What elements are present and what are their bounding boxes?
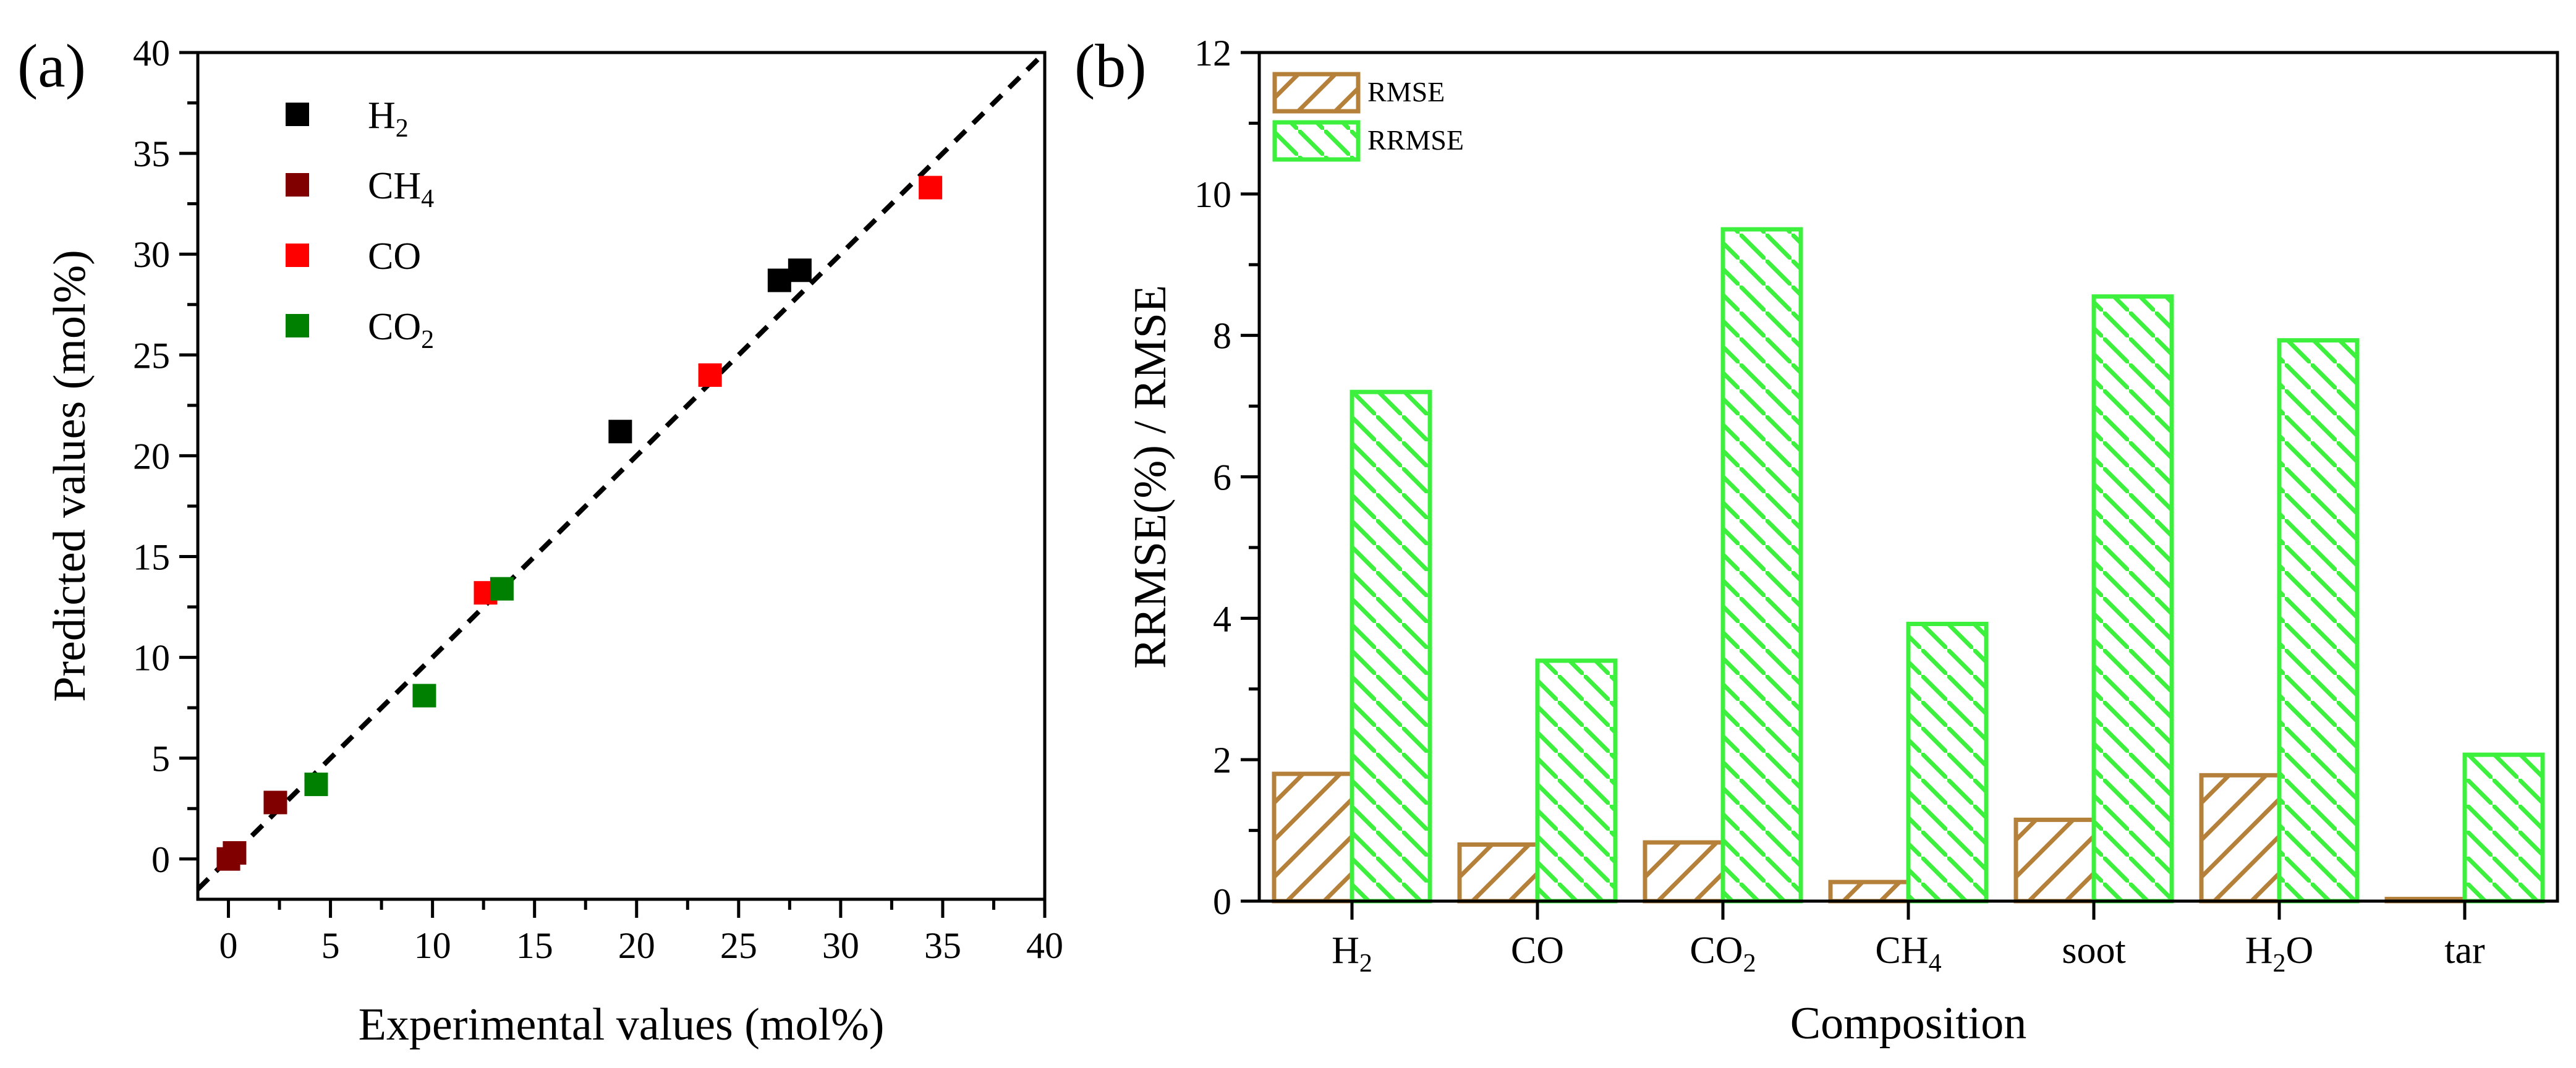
y-tick-label: 2	[1213, 740, 1231, 781]
legend-label: RMSE	[1367, 76, 1445, 108]
x-tick-label: 10	[414, 925, 451, 966]
data-point-co2	[304, 773, 328, 797]
x-category-label: H2O	[2245, 930, 2314, 978]
category-label-subscript: 2	[1359, 949, 1372, 978]
y-tick-label: 12	[1194, 33, 1231, 74]
y-tick-label: 0	[151, 839, 170, 880]
y-tick-label: 0	[1213, 881, 1231, 922]
bar-rrmse	[2462, 752, 2545, 904]
x-category-label: tar	[2444, 930, 2485, 972]
legend-label-text: H	[368, 95, 396, 137]
bar-rrmse	[2277, 338, 2360, 904]
legend-label-text: CO	[368, 235, 421, 278]
y-tick-label: 15	[133, 536, 170, 577]
category-label-text: CH	[1875, 930, 1928, 972]
y-tick-label: 30	[133, 234, 170, 275]
legend-label-subscript: 4	[421, 185, 434, 213]
x-category-label: CH4	[1875, 930, 1941, 978]
bar-rrmse	[1350, 389, 1432, 904]
x-tick-label: 40	[1026, 925, 1063, 966]
y-tick-label: 35	[133, 134, 170, 174]
data-point-co	[919, 176, 943, 200]
y-tick-label: 5	[151, 739, 170, 779]
category-label-text: CO	[1511, 930, 1564, 972]
plot-frame	[196, 51, 1047, 901]
panel-label-b: (b)	[1074, 32, 1147, 100]
panel-label-a: (a)	[17, 32, 86, 100]
legend-label: CH4	[368, 165, 434, 213]
bar-rrmse	[1535, 658, 1618, 904]
bar-rrmse	[1906, 621, 1989, 904]
reference-line	[196, 51, 1047, 891]
bar-rmse	[2013, 817, 2096, 904]
legend-label: CO	[368, 235, 421, 278]
panel-a-scatter: 0 5 10 15 20 25 30 35 40 0 5 10 15 20 25 30 35 40 Experime…	[17, 32, 1063, 1050]
legend-swatch-rmse	[1272, 72, 1361, 114]
legend-marker	[286, 103, 309, 126]
x-category-label: soot	[2062, 930, 2125, 972]
bar-rmse	[2199, 773, 2282, 904]
bar-rmse	[1457, 842, 1540, 904]
legend-label-subscript: 2	[421, 326, 434, 354]
bar-rrmse	[2091, 294, 2174, 904]
y-tick-label: 20	[133, 436, 170, 477]
x-category-label: H2	[1332, 930, 1372, 978]
bar-rmse	[1643, 840, 1725, 904]
legend-label: H2	[368, 95, 409, 143]
category-label-text: CO	[1690, 930, 1743, 972]
data-point-ch4	[223, 841, 247, 865]
x-tick-label: 15	[516, 925, 553, 966]
x-axis-label: Experimental values (mol%)	[359, 999, 885, 1050]
category-label-subscript: 2	[2273, 949, 2286, 978]
x-tick-label: 30	[822, 925, 859, 966]
legend-marker	[286, 244, 309, 267]
data-point-h2	[788, 258, 812, 282]
y-tick-label: 10	[1194, 174, 1231, 215]
legend-label: CO2	[368, 306, 434, 354]
x-tick-label: 35	[924, 925, 961, 966]
category-label-text: H	[1332, 930, 1359, 972]
data-point-ch4	[263, 790, 287, 815]
legend-label-subscript: 2	[396, 114, 409, 143]
y-tick-label: 40	[133, 33, 170, 74]
x-category-label: CO2	[1690, 930, 1756, 978]
data-point-co	[698, 363, 722, 387]
category-label-suffix: O	[2286, 930, 2314, 972]
x-axis-label: Composition	[1790, 998, 2026, 1049]
x-tick-label: 25	[720, 925, 757, 966]
legend-marker	[286, 314, 309, 337]
data-point-co2	[412, 684, 436, 708]
legend-label-text: CO	[368, 306, 421, 348]
data-point-h2	[767, 268, 791, 292]
category-label-subscript: 2	[1743, 949, 1756, 978]
legend-swatch-rrmse	[1272, 120, 1361, 162]
data-point-h2	[608, 420, 632, 444]
legend-marker	[286, 173, 309, 197]
legend-label-text: CH	[368, 165, 421, 207]
category-label-text: soot	[2062, 930, 2125, 972]
data-point-co2	[490, 577, 514, 601]
y-tick-label: 25	[133, 335, 170, 376]
category-label-text: tar	[2444, 930, 2485, 972]
category-label-text: H	[2245, 930, 2273, 972]
y-tick-label: 4	[1213, 598, 1231, 639]
x-tick-label: 5	[321, 925, 340, 966]
x-tick-label: 0	[219, 925, 238, 966]
y-tick-label: 6	[1213, 457, 1231, 498]
x-tick-label: 20	[618, 925, 655, 966]
y-axis-label: RRMSE(%) / RMSE	[1125, 285, 1176, 669]
y-tick-label: 8	[1213, 316, 1231, 357]
bar-rrmse	[1720, 227, 1803, 904]
legend-label: RRMSE	[1367, 124, 1464, 156]
bar-rmse	[1272, 771, 1354, 904]
y-tick-label: 10	[133, 638, 170, 679]
bar-rmse	[1828, 879, 1911, 904]
x-category-label: CO	[1511, 930, 1564, 972]
y-axis-label: Predicted values (mol%)	[45, 250, 95, 702]
category-label-subscript: 4	[1929, 949, 1942, 978]
